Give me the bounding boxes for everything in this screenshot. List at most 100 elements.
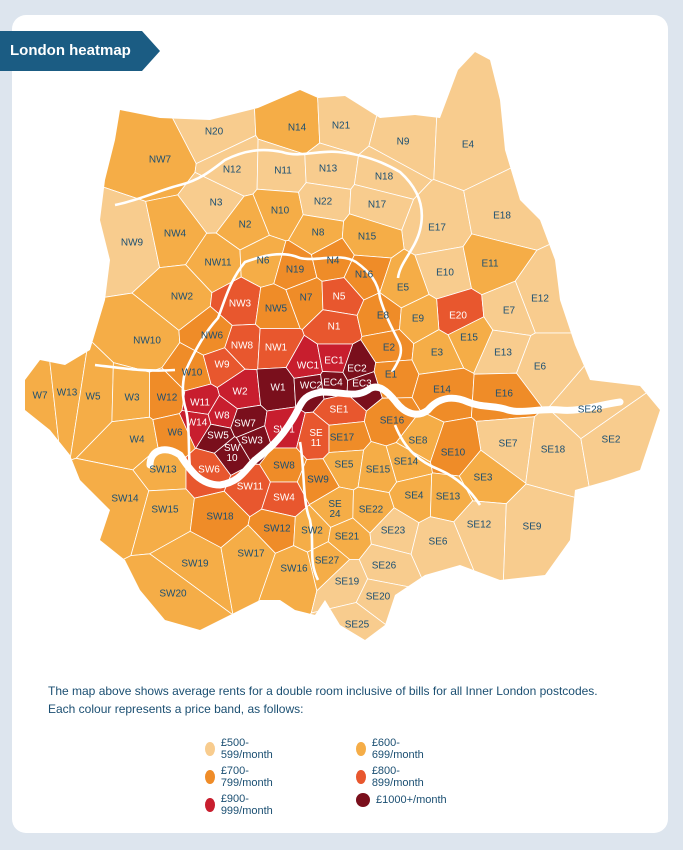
postcode-area-sw14 — [25, 457, 150, 623]
legend-label: £900-999/month — [220, 793, 273, 817]
postcode-label-se22: SE22 — [359, 505, 384, 516]
postcode-label-sw18: SW18 — [206, 512, 234, 523]
postcode-label-w3: W3 — [125, 393, 140, 404]
postcode-label-e15: E15 — [460, 333, 478, 344]
postcode-label-sw15: SW15 — [151, 505, 179, 516]
legend-swatch — [205, 770, 215, 784]
postcode-label-w14: W14 — [187, 418, 208, 429]
postcode-area-e4 — [433, 52, 660, 192]
postcode-label-w8: W8 — [215, 411, 230, 422]
postcode-label-n7: N7 — [300, 293, 313, 304]
postcode-label-n20: N20 — [205, 127, 224, 138]
postcode-label-e7: E7 — [503, 306, 516, 317]
postcode-label-e9: E9 — [412, 314, 425, 325]
postcode-label-e18: E18 — [493, 211, 511, 222]
legend-label: £600-699/month — [371, 737, 424, 761]
postcode-label-sw2: SW2 — [301, 526, 323, 537]
postcode-label-sw11: SW11 — [237, 482, 264, 493]
legend-label: £800-899/month — [371, 765, 424, 789]
postcode-label-e17: E17 — [428, 223, 446, 234]
postcode-label-se4: SE4 — [405, 491, 424, 502]
postcode-label-n19: N19 — [286, 265, 305, 276]
postcode-label-e3: E3 — [431, 348, 444, 359]
postcode-label-se17: SE17 — [330, 433, 355, 444]
postcode-label-e16: E16 — [495, 389, 513, 400]
postcode-label-nw6: NW6 — [201, 331, 224, 342]
postcode-label-se19: SE19 — [335, 577, 360, 588]
postcode-label-se26: SE26 — [372, 561, 397, 572]
postcode-label-ec3: EC3 — [352, 379, 372, 390]
postcode-label-se16: SE16 — [380, 416, 405, 427]
postcode-label-ec1: EC1 — [324, 356, 344, 367]
postcode-label-se18: SE18 — [541, 445, 566, 456]
postcode-label-se28: SE28 — [578, 405, 603, 416]
postcode-area-nw7 — [25, 52, 197, 202]
postcode-label-nw1: NW1 — [265, 343, 288, 354]
postcode-label-n10: N10 — [271, 206, 290, 217]
postcode-label-sw16: SW16 — [280, 564, 308, 575]
postcode-label-w11: W11 — [190, 398, 210, 409]
postcode-label-e12: E12 — [531, 294, 549, 305]
postcode-label-sw14: SW14 — [111, 494, 139, 505]
postcode-label-nw4: NW4 — [164, 229, 187, 240]
postcode-label-n6: N6 — [257, 256, 270, 267]
postcode-label-nw9: NW9 — [121, 238, 144, 249]
postcode-label-w1: W1 — [271, 383, 286, 394]
postcode-label-sw6: SW6 — [198, 465, 220, 476]
postcode-area-se20 — [355, 578, 492, 640]
postcode-label-se14: SE14 — [394, 457, 419, 468]
postcode-area-w7 — [25, 267, 62, 517]
postcode-label-n1: N1 — [328, 322, 341, 333]
postcode-label-se23: SE23 — [381, 526, 406, 537]
postcode-label-w4: W4 — [130, 435, 145, 446]
postcode-label-se1: SE1 — [330, 405, 349, 416]
postcode-area-se9 — [500, 483, 660, 640]
postcode-label-n11: N11 — [274, 166, 292, 177]
postcode-label-nw2: NW2 — [171, 292, 194, 303]
postcode-label-e4: E4 — [462, 140, 475, 151]
map-description: The map above shows average rents for a … — [48, 682, 648, 718]
postcode-label-n8: N8 — [312, 228, 325, 239]
postcode-label-w13: W13 — [57, 388, 78, 399]
postcode-label-nw5: NW5 — [265, 304, 288, 315]
postcode-label-e10: E10 — [436, 268, 454, 279]
postcode-label-n21: N21 — [332, 121, 351, 132]
postcode-label-n18: N18 — [375, 172, 394, 183]
legend-swatch — [205, 742, 215, 756]
postcode-label-e8: E8 — [377, 311, 390, 322]
postcode-label-sw12: SW12 — [263, 524, 291, 535]
legend-item-b800: £800-899/month — [356, 765, 428, 789]
postcode-label-w10: W10 — [182, 368, 203, 379]
legend-item-b1000: £1000+/month — [356, 793, 447, 807]
postcode-label-sw5: SW5 — [207, 431, 229, 442]
postcode-label-w9: W9 — [215, 360, 230, 371]
postcode-label-w12: W12 — [157, 393, 178, 404]
legend-item-b900: £900-999/month — [205, 793, 277, 817]
legend-label: £500-599/month — [220, 737, 273, 761]
postcode-label-n9: N9 — [397, 137, 410, 148]
postcode-label-se20: SE20 — [366, 592, 391, 603]
postcode-label-sw20: SW20 — [159, 589, 187, 600]
postcode-label-w5: W5 — [86, 392, 101, 403]
postcode-label-e11: E11 — [481, 259, 498, 270]
postcode-label-nw3: NW3 — [229, 299, 252, 310]
postcode-label-sw1: SW1 — [273, 425, 295, 436]
london-map: N20 N14 N21 N9 E4 NW7 N12 N11 N13 N18 N3 N10 N22 N17 E… — [25, 52, 660, 640]
postcode-label-w2: W2 — [233, 387, 248, 398]
river-thames — [146, 383, 624, 489]
postcode-label-n5: N5 — [333, 292, 346, 303]
postcode-label-sw13: SW13 — [149, 465, 177, 476]
postcode-label-sw17: SW17 — [237, 549, 265, 560]
postcode-area-n14 — [250, 52, 321, 155]
postcode-label-e14: E14 — [433, 385, 451, 396]
postcode-label-nw10: NW10 — [133, 336, 161, 347]
postcode-label-sw3: SW3 — [241, 436, 263, 447]
legend-item-b500: £500-599/month — [205, 737, 277, 761]
postcode-label-se15: SE15 — [366, 465, 391, 476]
postcode-label-se6: SE6 — [429, 537, 448, 548]
page-title: London heatmap — [0, 31, 160, 71]
postcode-label-ec4: EC4 — [323, 378, 343, 389]
postcode-label-se9: SE9 — [523, 522, 542, 533]
postcode-label-wc2: WC2 — [300, 381, 323, 392]
postcode-label-n12: N12 — [223, 165, 242, 176]
